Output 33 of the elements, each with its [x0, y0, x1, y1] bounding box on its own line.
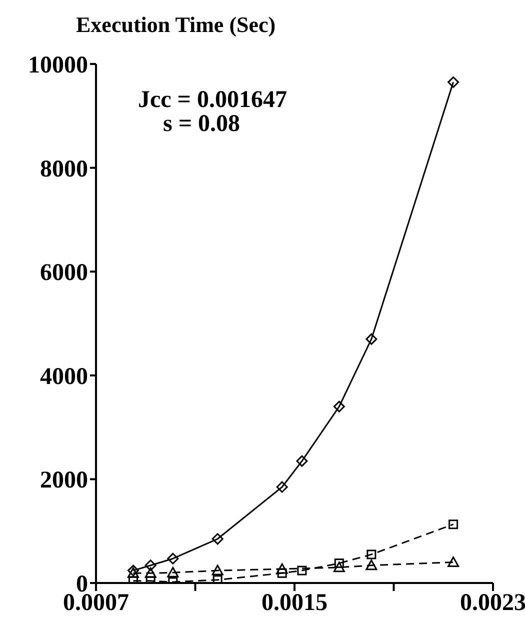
- point: [297, 566, 307, 576]
- point: [167, 566, 179, 578]
- point: [144, 567, 156, 578]
- point: [212, 564, 224, 576]
- point: [212, 575, 222, 583]
- x-tick-label: 0.0023: [460, 590, 525, 616]
- annotation: s = 0.08: [163, 111, 240, 137]
- point: [333, 562, 345, 572]
- point: [448, 76, 460, 88]
- y-tick-label: 10000: [28, 52, 88, 79]
- point: [366, 550, 376, 560]
- point: [333, 400, 345, 412]
- point: [448, 556, 460, 567]
- point: [296, 455, 308, 467]
- point: [334, 558, 344, 568]
- chart-title: Execution Time (Sec): [76, 12, 276, 38]
- point: [144, 560, 156, 572]
- y-tick-label: 8000: [40, 156, 88, 182]
- y-tick-label: 2000: [40, 468, 88, 494]
- x-tick-label: 0.0015: [262, 590, 328, 616]
- point: [366, 560, 378, 570]
- point: [127, 564, 139, 576]
- annotation: Jcc = 0.001647: [138, 87, 287, 113]
- point: [276, 481, 288, 493]
- point: [448, 520, 458, 530]
- point: [277, 568, 287, 578]
- point: [276, 563, 288, 574]
- point: [167, 552, 179, 564]
- point: [366, 333, 378, 345]
- y-tick-label: 6000: [40, 260, 88, 286]
- point: [127, 567, 139, 578]
- point: [212, 533, 224, 545]
- y-tick-label: 4000: [40, 364, 88, 390]
